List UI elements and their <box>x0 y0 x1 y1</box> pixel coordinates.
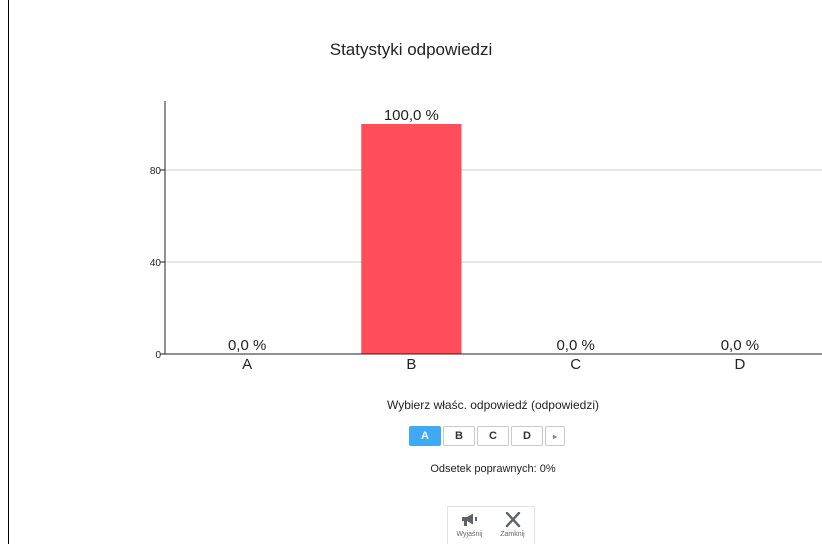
category-label-c: C <box>570 356 581 373</box>
chart-bars <box>361 124 462 354</box>
choice-d-button[interactable]: D <box>511 426 543 446</box>
explain-button[interactable]: Wyjaśnij <box>448 507 491 544</box>
close-label: Zamknij <box>500 531 525 538</box>
value-label-c: 0,0 % <box>556 337 594 354</box>
explain-label: Wyjaśnij <box>456 531 483 538</box>
bar-b <box>361 124 462 354</box>
answer-choice-group: A B C D ▸ <box>409 426 565 446</box>
chart-labels: 0,0 % A 100,0 % B 0,0 % C 0,0 % D <box>228 107 759 373</box>
chart-grid <box>165 169 822 263</box>
category-label-a: A <box>242 356 252 373</box>
category-label-b: B <box>406 356 416 373</box>
choice-b-button[interactable]: B <box>443 426 475 446</box>
value-label-b: 100,0 % <box>384 107 439 124</box>
value-label-d: 0,0 % <box>721 337 759 354</box>
percent-correct-text: Odsetek poprawnych: 0% <box>430 463 556 475</box>
next-arrow-button[interactable]: ▸ <box>545 426 565 446</box>
correct-answer-prompt: Wybierz właśc. odpowiedź (odpowiedzi) <box>387 398 599 412</box>
category-label-d: D <box>734 356 745 373</box>
choice-c-button[interactable]: C <box>477 426 509 446</box>
left-border <box>8 0 9 544</box>
choice-a-button[interactable]: A <box>409 426 441 446</box>
chart-title: Statystyki odpowiedzi <box>329 40 493 59</box>
y-tick-label: 0 <box>155 350 161 361</box>
y-tick-label: 40 <box>150 258 162 269</box>
y-tick-label: 80 <box>150 166 162 177</box>
answer-bar-chart: 0,0 % A 100,0 % B 0,0 % C 0,0 % D 0 40 80 <box>150 101 822 373</box>
close-icon <box>505 512 520 528</box>
bottom-toolbar: Wyjaśnij Zamknij <box>447 506 535 544</box>
chart-axis: 0 40 80 <box>150 101 822 361</box>
value-label-a: 0,0 % <box>228 337 266 354</box>
megaphone-icon <box>461 513 477 526</box>
close-button[interactable]: Zamknij <box>491 507 534 544</box>
